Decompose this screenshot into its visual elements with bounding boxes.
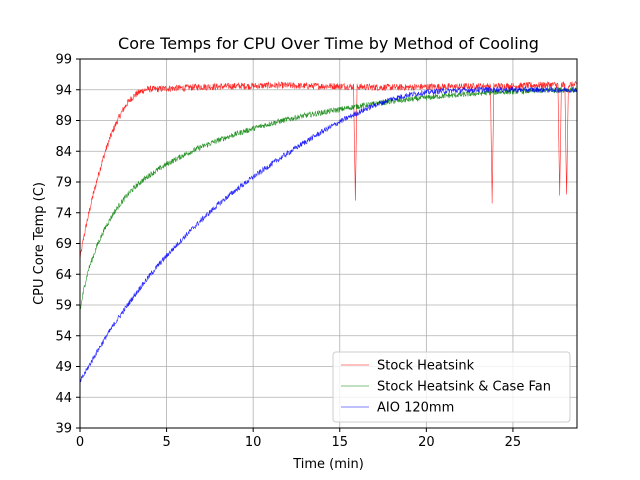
x-axis-title: Time (min): [292, 457, 364, 472]
y-tick-label: 89: [55, 114, 72, 129]
x-tick-label: 0: [76, 435, 84, 450]
y-tick-label: 99: [55, 53, 72, 68]
legend-box: [332, 351, 571, 423]
x-tick-label: 25: [505, 435, 522, 450]
y-tick-label: 94: [55, 83, 72, 98]
y-tick-label: 69: [55, 237, 72, 252]
x-tick-label: 20: [418, 435, 435, 450]
x-tick-label: 10: [245, 435, 262, 450]
legend-label: Stock Heatsink: [377, 359, 475, 374]
series-line-0: [79, 80, 578, 261]
y-tick-label: 49: [55, 360, 72, 375]
series-line-1: [79, 86, 578, 312]
y-tick-label: 79: [55, 176, 72, 191]
axis-ticks: 0 5 10 15 20 25 39 44 49 54 59 64 69 74 79 84 89 94 99: [55, 53, 521, 451]
series-line-2: [79, 86, 578, 383]
series-layer: [79, 80, 578, 383]
legend: Stock Heatsink Stock Heatsink & Case Fan A…: [332, 351, 571, 423]
y-axis-title: CPU Core Temp (C): [32, 182, 47, 305]
chart-title: Core Temps for CPU Over Time by Method o…: [118, 34, 539, 53]
y-tick-label: 59: [55, 299, 72, 314]
legend-label: Stock Heatsink & Case Fan: [377, 380, 551, 395]
y-tick-label: 74: [55, 206, 72, 221]
x-tick-label: 15: [331, 435, 348, 450]
y-tick-label: 84: [55, 145, 72, 160]
y-tick-label: 39: [55, 422, 72, 437]
y-tick-label: 54: [55, 329, 72, 344]
legend-label: AIO 120mm: [377, 401, 454, 416]
x-tick-label: 5: [162, 435, 170, 450]
y-tick-label: 44: [55, 391, 72, 406]
grid: [79, 58, 577, 429]
y-tick-label: 64: [55, 268, 72, 283]
